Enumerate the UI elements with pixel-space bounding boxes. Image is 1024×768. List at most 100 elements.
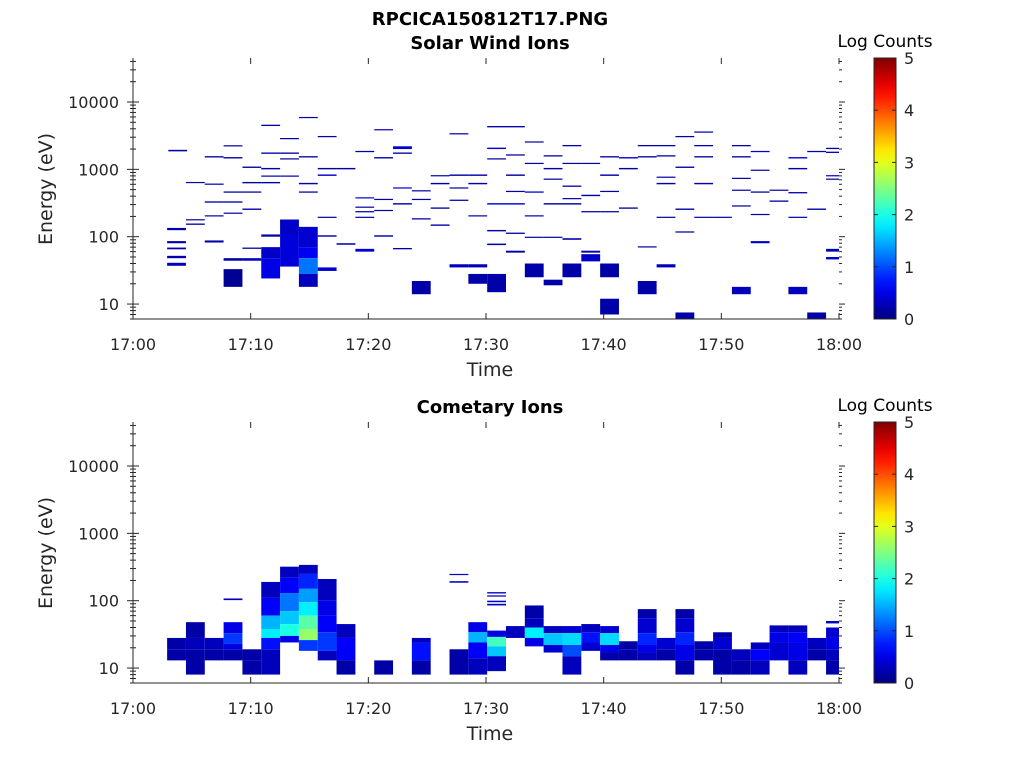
heatmap-cell: [731, 649, 751, 661]
heatmap-cell: [223, 145, 243, 147]
heatmap-cell: [769, 642, 789, 661]
heatmap-cell: [656, 176, 676, 178]
solar-wind-colorbar: 0 1 2 3 4 5: [873, 49, 914, 329]
heatmap-cell: [506, 626, 525, 638]
heatmap-cell: [317, 216, 337, 218]
panel-cometary: Cometary Ions 17:00 17:10 17:20 17:30 17:40 1…: [35, 396, 933, 745]
heatmap-cell: [600, 211, 619, 213]
heatmap-cell: [411, 660, 431, 675]
heatmap-cell: [223, 633, 243, 644]
heatmap-cell: [317, 600, 337, 616]
heatmap-cell: [506, 203, 525, 205]
heatmap-cell: [543, 155, 563, 157]
heatmap-cell: [393, 146, 412, 150]
x-tick-label: 17:00: [110, 699, 156, 718]
heatmap-cell: [581, 254, 601, 262]
heatmap-cell: [600, 626, 619, 634]
heatmap-cell: [562, 144, 582, 147]
heatmap-cell: [298, 564, 318, 574]
heatmap-cell: [694, 182, 714, 185]
heatmap-cell: [298, 156, 318, 158]
heatmap-cell: [788, 157, 808, 159]
heatmap-cell: [261, 629, 281, 638]
heatmap-cell: [600, 190, 619, 193]
heatmap-cell: [581, 194, 601, 197]
heatmap-cell: [449, 133, 469, 135]
heatmap-cell: [675, 609, 695, 619]
colorbar-tick-label: 3: [904, 517, 914, 536]
heatmap-cell: [242, 166, 262, 168]
heatmap-cell: [750, 649, 770, 661]
heatmap-cell: [223, 269, 243, 287]
heatmap-cell: [280, 158, 299, 160]
heatmap-cell: [298, 602, 318, 616]
heatmap-cell: [317, 235, 337, 237]
heatmap-cell: [807, 208, 827, 210]
heatmap-cell: [223, 649, 243, 661]
heatmap-cell: [355, 211, 375, 213]
heatmap-cell: [675, 632, 695, 645]
heatmap-cell: [298, 588, 318, 603]
heatmap-cell: [600, 174, 619, 176]
heatmap-cell: [600, 652, 619, 661]
heatmap-cell: [487, 646, 507, 657]
heatmap-cell: [656, 144, 676, 147]
heatmap-cell: [374, 660, 394, 675]
heatmap-cell: [506, 190, 525, 193]
heatmap-cell: [750, 660, 770, 675]
heatmap-cell: [487, 203, 507, 205]
heatmap-cell: [261, 247, 281, 259]
heatmap-cell: [487, 243, 507, 246]
x-tick-label: 17:30: [463, 699, 509, 718]
heatmap-cell: [298, 640, 318, 651]
heatmap-cell: [317, 632, 337, 651]
heatmap-cell: [826, 620, 839, 624]
heatmap-cell: [826, 151, 839, 153]
y-tick-label: 10000: [68, 457, 119, 476]
heatmap-cell: [242, 660, 262, 675]
y-tick-label: 100: [88, 228, 119, 247]
heatmap-cell: [336, 167, 356, 170]
colorbar-tick-label: 5: [904, 413, 914, 432]
heatmap-cell: [374, 209, 394, 212]
heatmap-cell: [694, 641, 714, 650]
heatmap-cell: [543, 626, 563, 634]
heatmap-cell: [487, 600, 507, 603]
y-tick-label: 10: [99, 659, 119, 678]
heatmap-cell: [562, 626, 582, 634]
heatmap-cell: [750, 169, 770, 171]
heatmap-cell: [750, 150, 770, 153]
x-tick-label: 17:10: [228, 335, 274, 354]
x-tick-label: 17:50: [698, 335, 744, 354]
heatmap-cell: [807, 150, 827, 153]
heatmap-cell: [694, 156, 714, 158]
heatmap-cell: [637, 633, 657, 645]
heatmap-cell: [788, 167, 808, 170]
heatmap-cell: [731, 286, 751, 295]
heatmap-cell: [524, 263, 544, 278]
heatmap-cell: [355, 248, 375, 252]
heatmap-cell: [167, 247, 186, 250]
heatmap-cell: [261, 167, 281, 170]
heatmap-cell: [750, 213, 770, 216]
heatmap-cell: [731, 156, 751, 158]
heatmap-cell: [581, 642, 601, 651]
heatmap-cell: [468, 622, 488, 633]
cometary-colorbar: 0 1 2 3 4 5: [873, 413, 914, 693]
heatmap-cell: [618, 641, 638, 650]
heatmap-cell: [411, 190, 431, 192]
x-tick-label: 17:40: [581, 335, 627, 354]
heatmap-cell: [430, 224, 450, 226]
heatmap-cell: [336, 243, 356, 245]
heatmap-cell: [468, 273, 488, 284]
heatmap-cell: [355, 197, 375, 199]
heatmap-cell: [317, 174, 337, 176]
heatmap-cell: [675, 166, 695, 168]
heatmap-cell: [468, 632, 488, 643]
heatmap-cell: [731, 189, 751, 191]
heatmap-cell: [694, 144, 714, 147]
colorbar-gradient: [873, 421, 897, 684]
heatmap-cell: [167, 241, 186, 244]
heatmap-cell: [506, 154, 525, 156]
heatmap-cell: [449, 187, 469, 189]
